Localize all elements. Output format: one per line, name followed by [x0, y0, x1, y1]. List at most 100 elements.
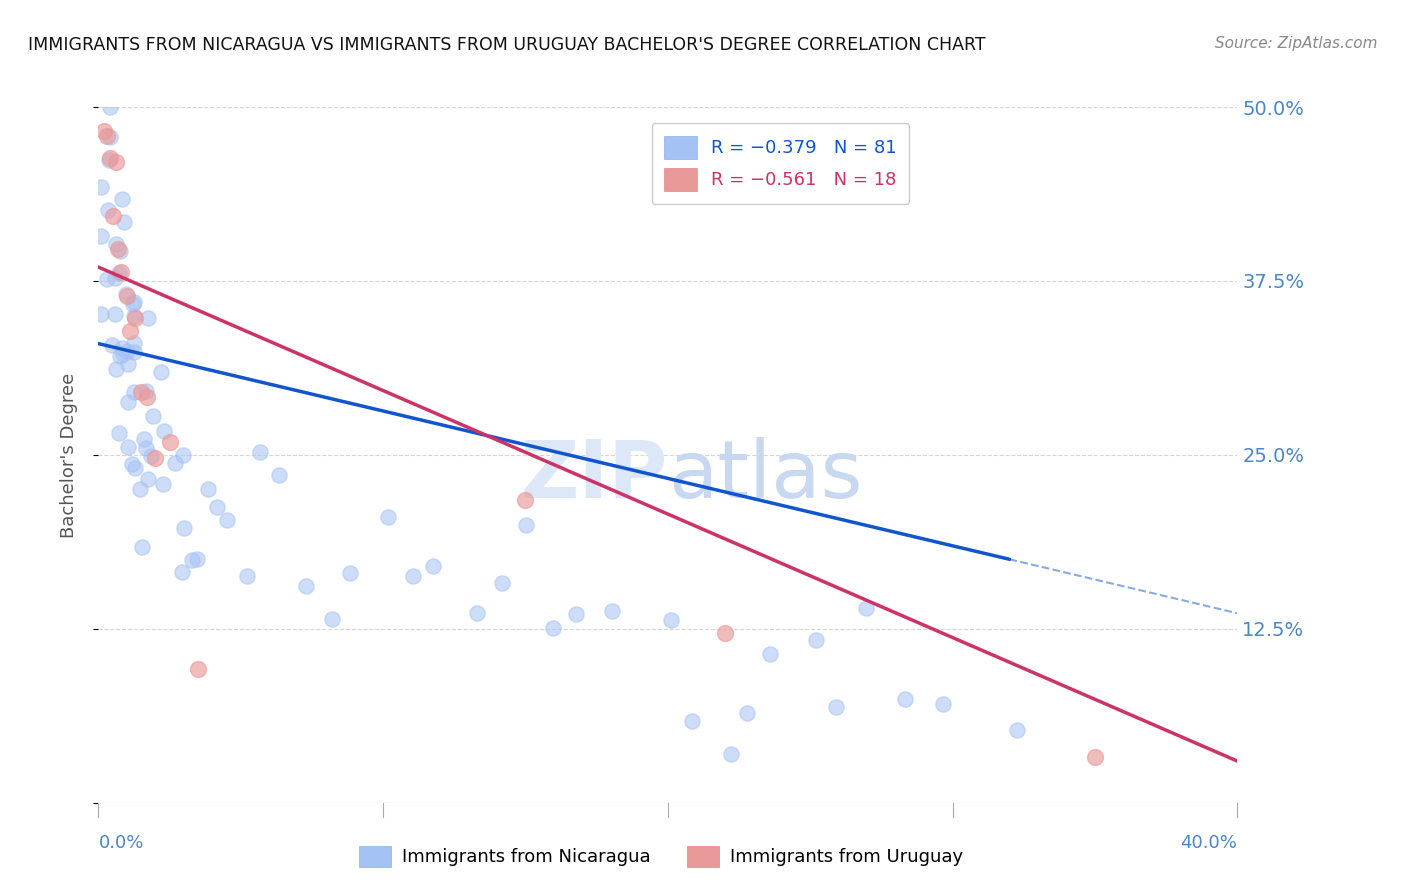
Point [104, 271, 127, 285]
Text: 0.0%: 0.0% [98, 834, 143, 852]
Point [90, 180, 112, 194]
Point [121, 297, 143, 311]
Point [564, 607, 586, 621]
Point [172, 448, 194, 462]
Point [249, 445, 271, 459]
Text: atlas: atlas [668, 437, 862, 515]
Point [90, 228, 112, 243]
Point [97, 202, 120, 217]
Point [135, 441, 157, 455]
Point [142, 409, 165, 423]
Point [681, 714, 703, 729]
Point [101, 209, 124, 223]
Point [197, 482, 219, 496]
Legend: R = −0.379   N = 81, R = −0.561   N = 18: R = −0.379 N = 81, R = −0.561 N = 18 [651, 123, 910, 203]
Point [659, 613, 682, 627]
Point [132, 432, 155, 446]
Point [129, 483, 152, 497]
Point [96, 272, 118, 286]
Point [600, 603, 623, 617]
Point [124, 335, 146, 350]
Point [402, 568, 425, 582]
Point [181, 552, 204, 566]
Point [894, 692, 917, 706]
Point [108, 349, 131, 363]
Point [108, 426, 131, 441]
Point [159, 434, 181, 449]
Point [104, 155, 127, 169]
Point [117, 358, 139, 372]
Point [1005, 723, 1028, 738]
Point [96, 129, 118, 144]
Point [108, 244, 131, 258]
Point [117, 395, 139, 409]
Point [107, 242, 129, 256]
Point [735, 706, 758, 721]
Point [339, 566, 361, 580]
Point [215, 513, 238, 527]
Point [135, 384, 157, 398]
Point [90, 307, 112, 321]
Point [104, 362, 127, 376]
Point [112, 215, 135, 229]
Point [163, 456, 186, 470]
Point [108, 266, 131, 280]
Point [98, 130, 121, 145]
Point [122, 309, 145, 323]
Point [173, 521, 195, 535]
Point [720, 747, 742, 762]
Point [269, 467, 291, 482]
Point [422, 558, 444, 573]
Point [122, 345, 145, 359]
Legend: Immigrants from Nicaragua, Immigrants from Uruguay: Immigrants from Nicaragua, Immigrants fr… [352, 838, 970, 874]
Point [758, 648, 780, 662]
Point [110, 192, 132, 206]
Point [932, 698, 955, 712]
Text: IMMIGRANTS FROM NICARAGUA VS IMMIGRANTS FROM URUGUAY BACHELOR'S DEGREE CORRELATI: IMMIGRANTS FROM NICARAGUA VS IMMIGRANTS … [28, 36, 986, 54]
Point [98, 100, 121, 114]
Point [131, 540, 153, 554]
Point [141, 450, 163, 464]
Point [1084, 750, 1107, 764]
Point [491, 575, 513, 590]
Point [124, 310, 146, 325]
Point [100, 337, 122, 351]
Point [714, 625, 737, 640]
Point [825, 700, 848, 714]
Point [153, 424, 176, 438]
Point [236, 569, 259, 583]
Point [515, 492, 537, 507]
Point [295, 579, 318, 593]
Point [104, 237, 127, 252]
Point [118, 324, 141, 338]
Point [136, 311, 159, 326]
Point [122, 294, 145, 309]
Point [122, 384, 145, 399]
Point [541, 621, 564, 635]
Text: Source: ZipAtlas.com: Source: ZipAtlas.com [1215, 36, 1378, 51]
Point [465, 606, 488, 620]
Point [129, 385, 152, 400]
Point [135, 390, 157, 404]
Point [855, 600, 877, 615]
Point [112, 347, 135, 361]
Point [115, 287, 138, 301]
Point [124, 461, 146, 475]
Point [152, 476, 174, 491]
Y-axis label: Bachelor's Degree: Bachelor's Degree [59, 372, 77, 538]
Point [115, 288, 138, 302]
Point [93, 124, 115, 138]
Point [121, 457, 143, 471]
Point [377, 509, 399, 524]
Point [205, 500, 228, 514]
Point [150, 365, 173, 379]
Point [117, 440, 139, 454]
Text: ZIP: ZIP [520, 437, 668, 515]
Point [115, 343, 138, 358]
Point [97, 153, 120, 167]
Point [321, 612, 343, 626]
Point [136, 472, 159, 486]
Point [145, 450, 167, 465]
Point [186, 552, 208, 566]
Point [187, 662, 209, 676]
